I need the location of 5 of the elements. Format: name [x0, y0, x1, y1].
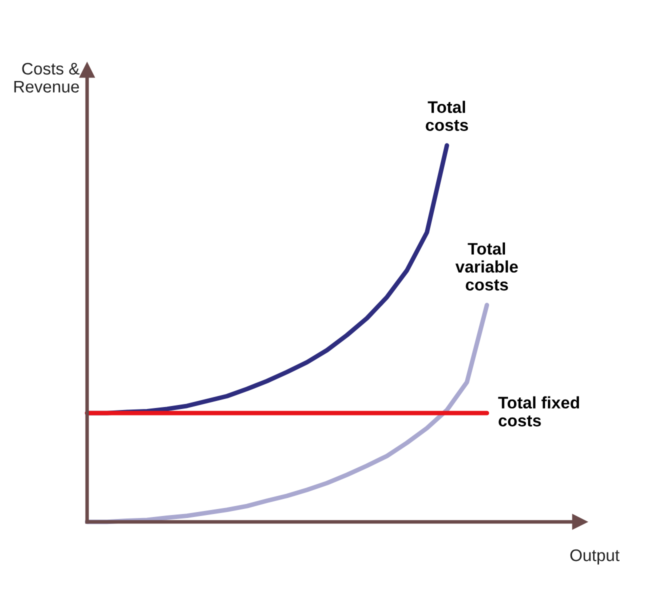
y-axis-title: Costs & Revenue — [14, 62, 80, 93]
x-axis-title: Output — [570, 549, 620, 564]
series-label: Total fixed costs — [498, 396, 580, 427]
text: Total variable costs — [455, 242, 518, 291]
series-label: Total costs — [426, 100, 468, 131]
